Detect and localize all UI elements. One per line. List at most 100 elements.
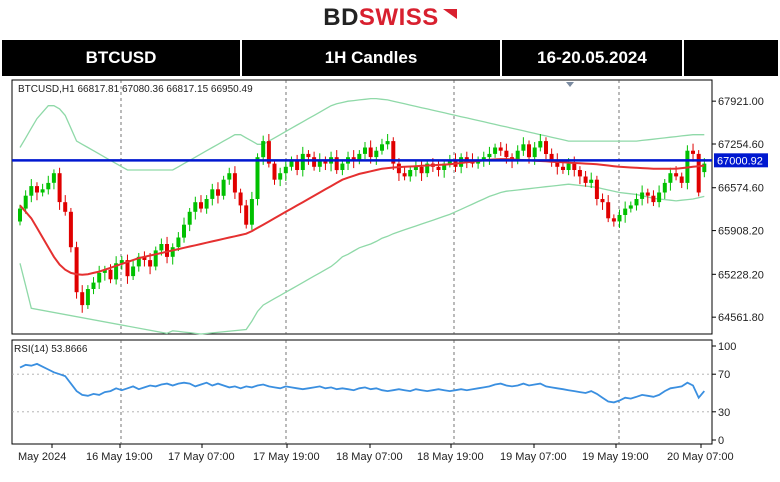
bull-candle <box>159 244 164 251</box>
bear-candle <box>645 192 650 196</box>
bull-candle <box>566 163 571 170</box>
bull-candle <box>97 272 102 283</box>
bear-candle <box>165 244 169 257</box>
price-tick-label: 66574.60 <box>718 183 764 195</box>
bear-candle <box>651 195 656 203</box>
bear-candle <box>334 157 339 171</box>
bull-candle <box>640 192 645 199</box>
bear-candle <box>679 176 684 183</box>
bear-candle <box>216 189 220 196</box>
bull-candle <box>657 192 662 203</box>
bull-candle <box>193 202 198 212</box>
bear-candle <box>504 150 509 158</box>
time-tick-label: 19 May 19:00 <box>582 451 649 463</box>
header-separator <box>682 40 684 76</box>
bear-candle <box>351 157 356 161</box>
bear-candle <box>238 192 243 206</box>
bull-candle <box>617 215 622 222</box>
bear-candle <box>600 199 605 203</box>
rsi-label: RSI(14) 53.8666 <box>14 344 88 355</box>
bull-candle <box>289 160 294 167</box>
bear-candle <box>696 153 701 193</box>
bull-candle <box>40 189 45 193</box>
bear-candle <box>312 157 317 167</box>
brand-part-bd: BD <box>323 4 359 31</box>
bear-candle <box>549 153 554 161</box>
bear-candle <box>323 160 328 164</box>
bear-candle <box>272 163 277 180</box>
bear-candle <box>402 173 407 177</box>
bull-candle <box>283 166 288 174</box>
bull-candle <box>493 147 498 154</box>
bear-candle <box>436 166 441 170</box>
bull-candle <box>170 247 175 257</box>
bear-candle <box>232 173 237 193</box>
bull-candle <box>538 141 543 148</box>
bear-candle <box>691 150 695 154</box>
time-tick-label: May 2024 <box>18 451 66 463</box>
bear-candle <box>396 163 401 174</box>
bear-candle <box>611 218 616 222</box>
bull-candle <box>481 157 486 161</box>
time-tick-label: 17 May 19:00 <box>253 451 320 463</box>
header-separator <box>500 40 502 76</box>
bear-candle <box>419 166 424 174</box>
bull-candle <box>227 173 232 180</box>
shift-marker-icon <box>566 82 574 87</box>
chart-header-bar: BTCUSD 1H Candles 16-20.05.2024 <box>2 40 778 76</box>
price-tick-label: 67254.60 <box>718 139 764 151</box>
bull-candle <box>385 141 390 145</box>
bull-candle <box>521 144 526 151</box>
bull-candle <box>413 166 418 170</box>
bear-candle <box>555 160 560 167</box>
bull-candle <box>261 141 266 158</box>
bull-candle <box>131 266 136 277</box>
rsi-line <box>19 362 705 404</box>
bull-candle <box>317 160 322 167</box>
bull-candle <box>210 189 215 199</box>
bull-candle <box>374 150 379 158</box>
bull-candle <box>442 163 447 170</box>
bull-candle <box>357 153 362 161</box>
brand-part-swiss: SWISS <box>358 4 439 31</box>
bear-candle <box>577 170 582 177</box>
bull-candle <box>425 163 430 174</box>
bull-candle <box>91 282 96 289</box>
rsi-pane <box>11 339 713 445</box>
bear-candle <box>498 147 503 151</box>
bear-candle <box>68 211 73 248</box>
bear-candle <box>594 179 599 199</box>
bull-candle <box>662 182 667 193</box>
brand-logo: BDSWISS <box>0 0 780 36</box>
bull-candle <box>204 199 209 209</box>
bear-candle <box>108 269 113 280</box>
bull-candle <box>136 256 141 267</box>
bear-candle <box>295 160 300 170</box>
rsi-tick-label: 0 <box>718 435 724 447</box>
bear-candle <box>368 147 373 158</box>
bull-candle <box>18 208 22 222</box>
bear-candle <box>266 141 271 164</box>
bull-candle <box>278 173 283 180</box>
bear-candle <box>125 260 130 277</box>
bull-candle <box>176 237 181 248</box>
bull-candle <box>51 173 56 183</box>
bear-candle <box>74 247 79 293</box>
bull-candle <box>447 160 452 164</box>
bollinger-lower-band <box>19 183 705 335</box>
bull-candle <box>114 263 119 280</box>
bull-candle <box>46 182 51 190</box>
time-tick-label: 18 May 19:00 <box>417 451 484 463</box>
bear-candle <box>561 166 565 170</box>
bull-candle <box>363 147 367 154</box>
bear-candle <box>57 173 62 203</box>
bull-candle <box>249 199 254 225</box>
bear-candle <box>80 292 85 306</box>
price-tick-label: 64561.80 <box>718 312 764 324</box>
bear-candle <box>148 260 153 267</box>
bear-candle <box>306 153 311 158</box>
bear-candle <box>606 202 611 219</box>
bull-candle <box>589 179 594 183</box>
bear-candle <box>583 176 588 183</box>
